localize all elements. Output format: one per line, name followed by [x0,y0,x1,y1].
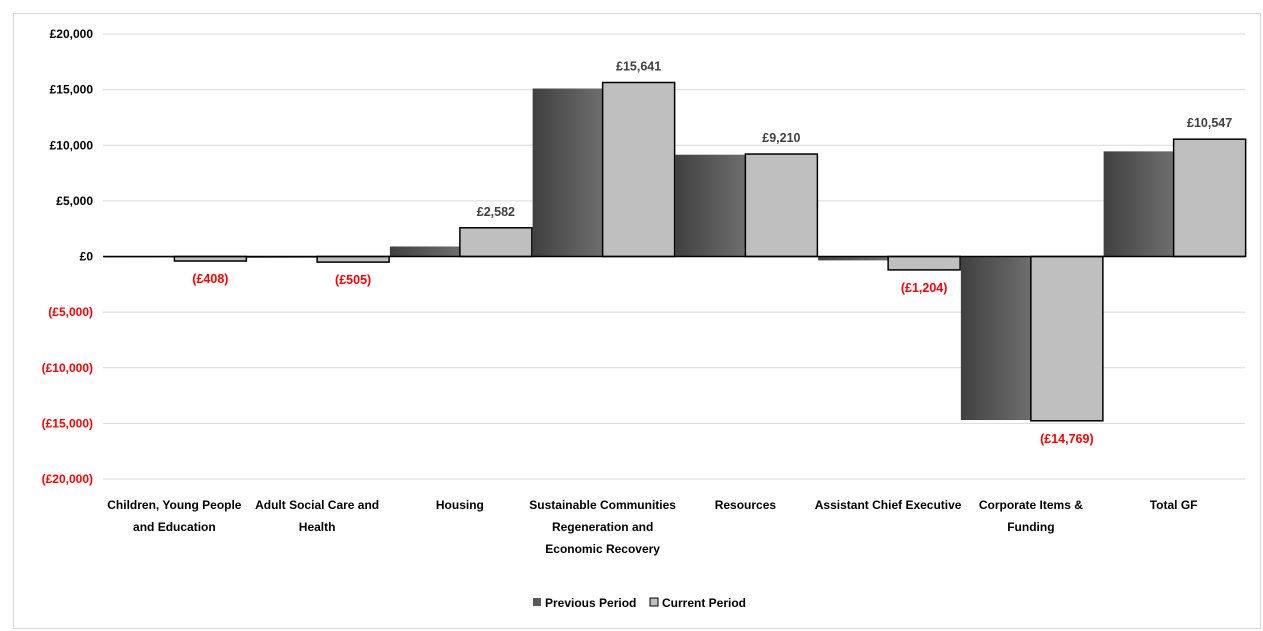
bar-current-period [1172,138,1247,258]
data-label: (£408) [192,272,228,286]
category-label: Corporate Items & Funding [979,498,1083,534]
bar-previous-period [389,246,460,257]
category-label: Total GF [1150,498,1198,512]
data-label: £9,210 [762,131,800,145]
chart-frame [13,13,1261,629]
y-tick-label: £15,000 [50,83,94,97]
y-tick-label: (£10,000) [42,361,93,375]
data-label: (£505) [335,273,371,287]
bar-current-period [887,255,961,271]
y-tick-label: (£20,000) [42,472,93,486]
legend-label-current: Current Period [662,596,746,610]
category-label: Children, Young People and Education [107,498,242,534]
y-tick-label: £0 [80,250,94,264]
category-label: Resources [715,498,777,512]
legend-label-previous: Previous Period [545,596,636,610]
bar-current-period [744,153,819,258]
legend-swatch-previous [533,598,541,606]
category-label: Sustainable Communities Regeneration and E… [529,498,676,556]
bar-current-period [601,81,676,258]
data-label: £15,641 [616,59,661,73]
bar-previous-period [960,256,1031,421]
bars [104,81,1247,422]
bar-previous-period [532,88,603,257]
data-label: (£14,769) [1040,432,1094,446]
bar-previous-period [818,256,889,261]
bar-previous-period [1103,151,1174,257]
data-label: (£1,204) [901,281,948,295]
data-label: £10,547 [1187,116,1232,130]
category-label: Housing [436,498,484,512]
bar-previous-period [675,154,746,257]
category-label: Assistant Chief Executive [815,498,962,512]
y-tick-label: £5,000 [56,194,93,208]
y-tick-label: (£15,000) [42,416,93,430]
y-axis: £20,000 £15,000 £10,000 £5,000 £0 (£5,000) (£1… [42,27,94,486]
data-labels: (£408) (£505) £2,582 £15,641 £9,210 (£1,204) (… [192,59,1232,445]
y-tick-label: £20,000 [50,27,94,41]
legend-swatch-current [649,597,659,607]
category-label: Adult Social Care and Health [255,498,379,534]
data-label: £2,582 [477,205,515,219]
bar-current-period [316,255,390,263]
bar-current-period [459,227,533,258]
y-tick-label: £10,000 [50,138,94,152]
legend: Previous Period Current Period [533,596,746,610]
x-axis: Children, Young People and Education Adult… [107,498,1197,556]
bar-current-period [1030,255,1104,422]
y-tick-label: (£5,000) [48,305,93,319]
